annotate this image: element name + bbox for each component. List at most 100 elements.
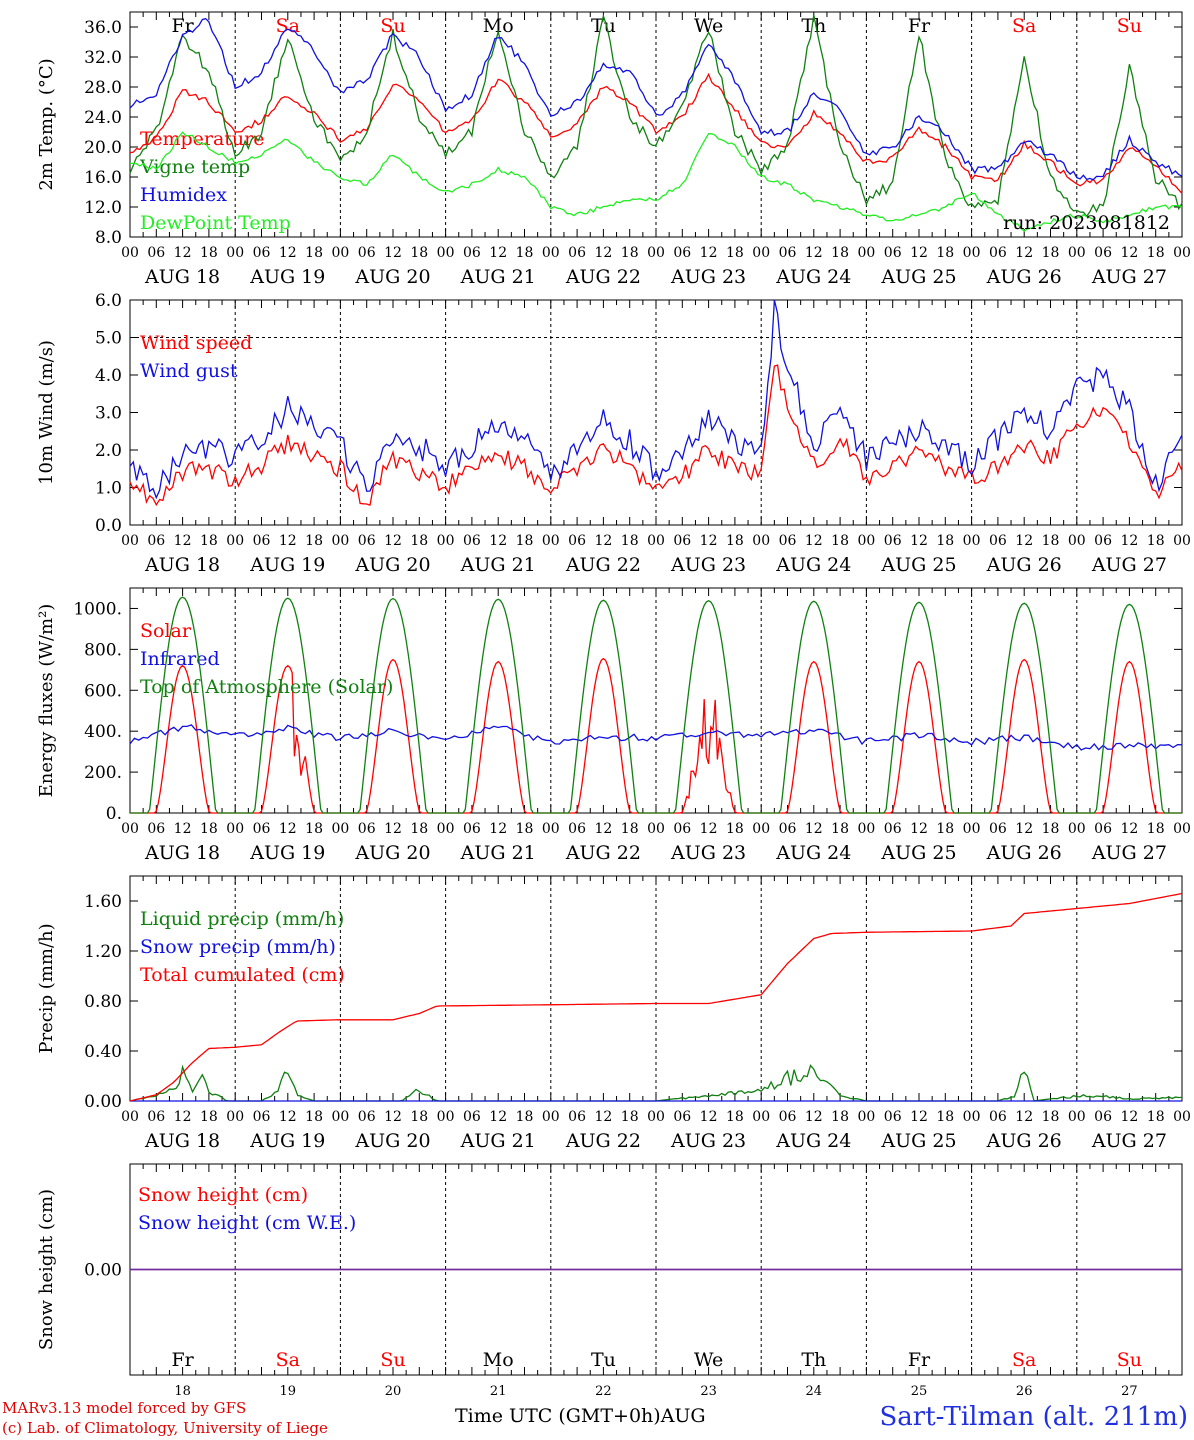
hour-tick-label: 18 bbox=[410, 245, 428, 261]
hour-tick-label: 06 bbox=[147, 533, 165, 549]
hour-tick-label: 00 bbox=[331, 245, 349, 261]
hour-tick-label: 00 bbox=[331, 821, 349, 837]
date-label: AUG 20 bbox=[354, 266, 430, 288]
hour-tick-label: 18 bbox=[516, 821, 534, 837]
lab-credit: (c) Lab. of Climatology, University of L… bbox=[2, 1419, 328, 1437]
hour-tick-label: 00 bbox=[1173, 1109, 1191, 1125]
hour-tick-label: 12 bbox=[489, 1109, 507, 1125]
hour-tick-label: 06 bbox=[463, 533, 481, 549]
day-name-label: Th bbox=[801, 1349, 826, 1371]
panel-frame bbox=[129, 11, 1183, 238]
hour-tick-label: 12 bbox=[700, 1109, 718, 1125]
hour-tick-label: 12 bbox=[594, 245, 612, 261]
day-number-label: 25 bbox=[911, 1384, 928, 1399]
hour-tick-label: 12 bbox=[805, 245, 823, 261]
hour-tick-label: 18 bbox=[726, 1109, 744, 1125]
day-name-label: Su bbox=[1117, 1349, 1142, 1371]
series-line-vigne-temp bbox=[129, 13, 1183, 218]
hour-tick-label: 00 bbox=[542, 821, 560, 837]
date-label: AUG 24 bbox=[775, 266, 851, 288]
hour-tick-label: 18 bbox=[831, 1109, 849, 1125]
legend-entry: Top of Atmosphere (Solar) bbox=[140, 676, 393, 698]
legend-entry: Infrared bbox=[140, 648, 220, 670]
hour-tick-label: 00 bbox=[437, 245, 455, 261]
hour-tick-label: 18 bbox=[726, 533, 744, 549]
y-tick-label: 1.20 bbox=[84, 942, 122, 962]
day-number-label: 26 bbox=[1016, 1384, 1033, 1399]
legend-entry: Liquid precip (mm/h) bbox=[140, 908, 344, 930]
day-number-label: 24 bbox=[806, 1384, 823, 1399]
y-tick-label: 200. bbox=[84, 763, 122, 783]
y-tick-label: 0.80 bbox=[84, 992, 122, 1012]
hour-tick-label: 18 bbox=[936, 1109, 954, 1125]
legend-entry: Wind speed bbox=[140, 332, 252, 354]
series-line-total-cumulated-cm bbox=[129, 892, 1183, 1102]
hour-tick-label: 12 bbox=[279, 533, 297, 549]
date-label: AUG 25 bbox=[880, 1130, 956, 1152]
hour-tick-label: 06 bbox=[673, 533, 691, 549]
hour-tick-label: 00 bbox=[121, 533, 139, 549]
y-tick-label: 2.0 bbox=[95, 441, 122, 461]
day-name-label: Tu bbox=[591, 15, 616, 37]
legend-entry: DewPoint Temp bbox=[140, 212, 291, 234]
date-label: AUG 20 bbox=[354, 554, 430, 576]
hour-tick-label: 18 bbox=[1147, 533, 1165, 549]
hour-tick-label: 12 bbox=[910, 533, 928, 549]
hour-tick-label: 18 bbox=[621, 245, 639, 261]
day-name-label: Th bbox=[801, 15, 826, 37]
legend-entry: Snow height (cm W.E.) bbox=[138, 1212, 356, 1234]
hour-tick-label: 18 bbox=[410, 1109, 428, 1125]
date-label: AUG 23 bbox=[670, 842, 746, 864]
y-tick-label: 8.0 bbox=[95, 228, 122, 248]
hour-tick-label: 00 bbox=[226, 1109, 244, 1125]
date-label: AUG 18 bbox=[144, 842, 220, 864]
hour-tick-label: 00 bbox=[437, 533, 455, 549]
day-name-label: Fr bbox=[171, 15, 194, 37]
hour-tick-label: 00 bbox=[437, 1109, 455, 1125]
hour-tick-label: 00 bbox=[857, 1109, 875, 1125]
y-tick-label: 6.0 bbox=[95, 291, 122, 311]
hour-tick-label: 06 bbox=[884, 245, 902, 261]
hour-tick-label: 06 bbox=[1094, 245, 1112, 261]
hour-tick-label: 00 bbox=[752, 1109, 770, 1125]
hour-tick-label: 06 bbox=[253, 533, 271, 549]
day-name-label: We bbox=[694, 1349, 723, 1371]
hour-tick-label: 18 bbox=[410, 821, 428, 837]
day-name-label: We bbox=[694, 15, 723, 37]
date-label: AUG 27 bbox=[1091, 554, 1167, 576]
hour-tick-label: 00 bbox=[331, 1109, 349, 1125]
hour-tick-label: 18 bbox=[831, 245, 849, 261]
hour-tick-label: 12 bbox=[700, 245, 718, 261]
hour-tick-label: 12 bbox=[1015, 821, 1033, 837]
hour-tick-label: 12 bbox=[174, 245, 192, 261]
hour-tick-label: 00 bbox=[1068, 821, 1086, 837]
y-tick-label: 28.0 bbox=[84, 78, 122, 98]
hour-tick-label: 06 bbox=[568, 533, 586, 549]
hour-tick-label: 00 bbox=[226, 533, 244, 549]
panel-frame bbox=[129, 299, 1183, 526]
hour-tick-label: 06 bbox=[253, 245, 271, 261]
date-label: AUG 21 bbox=[460, 266, 536, 288]
hour-tick-label: 18 bbox=[305, 1109, 323, 1125]
hour-tick-label: 06 bbox=[568, 245, 586, 261]
y-tick-label: 5.0 bbox=[95, 329, 122, 349]
day-name-label: Fr bbox=[171, 1349, 194, 1371]
date-label: AUG 20 bbox=[354, 1130, 430, 1152]
hour-tick-label: 12 bbox=[700, 821, 718, 837]
date-label: AUG 22 bbox=[565, 1130, 641, 1152]
hour-tick-label: 12 bbox=[1015, 245, 1033, 261]
date-label: AUG 21 bbox=[460, 1130, 536, 1152]
hour-tick-label: 00 bbox=[647, 1109, 665, 1125]
hour-tick-label: 00 bbox=[647, 533, 665, 549]
day-name-label: Sa bbox=[1012, 15, 1036, 37]
y-axis-label: Energy fluxes (W/m²) bbox=[36, 604, 57, 798]
hour-tick-label: 12 bbox=[1015, 533, 1033, 549]
date-label: AUG 19 bbox=[249, 554, 325, 576]
hour-tick-label: 00 bbox=[121, 821, 139, 837]
hour-tick-label: 06 bbox=[147, 245, 165, 261]
month-label: AUG bbox=[660, 1405, 706, 1427]
hour-tick-label: 06 bbox=[989, 245, 1007, 261]
hour-tick-label: 12 bbox=[700, 533, 718, 549]
date-label: AUG 26 bbox=[986, 842, 1062, 864]
